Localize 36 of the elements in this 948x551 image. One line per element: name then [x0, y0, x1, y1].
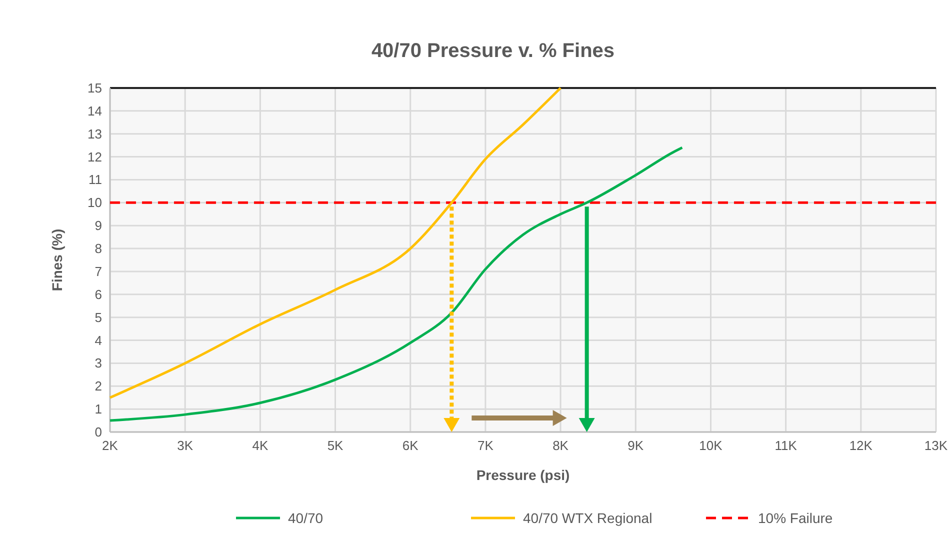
y-tick-label: 3 [94, 356, 102, 371]
y-tick-label: 7 [94, 264, 102, 279]
y-tick-label: 12 [88, 149, 102, 164]
x-tick-label: 6K [402, 438, 419, 453]
y-tick-label: 5 [94, 310, 102, 325]
x-tick-label: 13K [924, 438, 948, 453]
y-tick-label: 2 [94, 378, 102, 394]
x-tick-label: 10K [699, 438, 723, 453]
chart-title: 40/70 Pressure v. % Fines [371, 40, 615, 62]
y-tick-label: 13 [88, 126, 102, 142]
y-tick-label: 14 [88, 103, 102, 118]
y-tick-label: 0 [94, 424, 102, 440]
y-axis-title: Fines (%) [49, 228, 65, 292]
y-tick-label: 11 [88, 172, 102, 188]
y-tick-label: 10 [88, 195, 102, 210]
legend-label: 40/70 [288, 510, 324, 526]
y-tick-label: 9 [94, 218, 102, 234]
x-tick-label: 12K [849, 438, 873, 453]
x-axis-title: Pressure (psi) [476, 467, 570, 483]
x-tick-label: 8K [552, 438, 569, 453]
y-tick-label: 8 [94, 241, 102, 256]
x-tick-label: 9K [628, 438, 644, 453]
x-tick-label: 4K [252, 438, 268, 453]
y-tick-label: 4 [94, 332, 102, 348]
legend-label: 10% Failure [758, 510, 833, 526]
x-tick-label: 7K [478, 438, 494, 453]
legend-label: 40/70 WTX Regional [523, 510, 652, 526]
y-tick-label: 1 [94, 402, 102, 417]
y-tick-label: 15 [88, 80, 102, 96]
x-tick-label: 2K [102, 438, 118, 453]
line-series [108, 146, 684, 422]
y-tick-label: 6 [94, 286, 102, 302]
x-tick-label: 3K [177, 438, 194, 453]
x-tick-label: 11K [774, 438, 798, 453]
x-tick-label: 5K [327, 438, 344, 453]
line-series [108, 86, 562, 399]
